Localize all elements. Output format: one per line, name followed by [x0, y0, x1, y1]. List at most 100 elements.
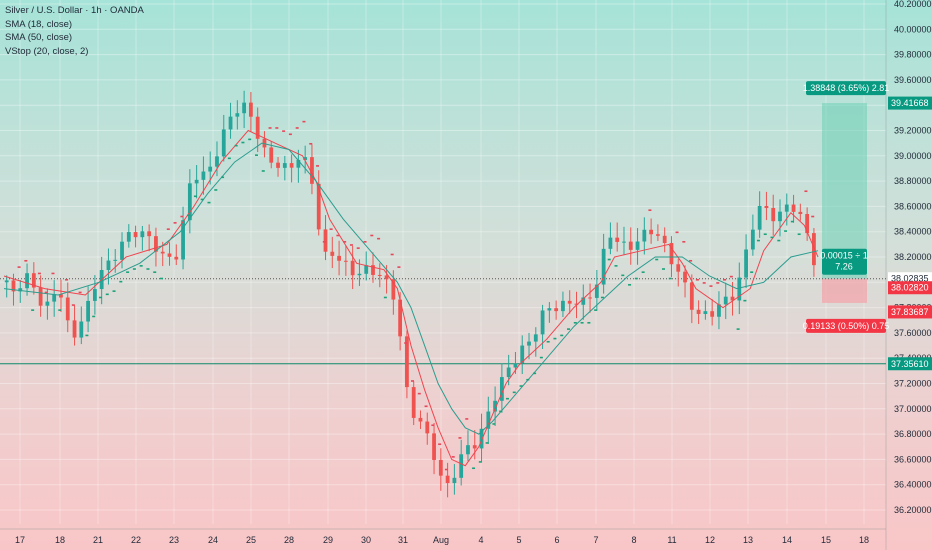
vstop-dot: [424, 405, 428, 408]
price-tag-bg: [888, 281, 932, 295]
candle-body: [133, 232, 138, 238]
vstop-dot: [146, 268, 150, 270]
price-tick-label: 37.60000: [894, 328, 932, 338]
vstop-dot: [193, 195, 197, 198]
candle-body: [594, 284, 599, 298]
candle-body: [235, 113, 240, 117]
vstop-dot: [533, 372, 537, 375]
candle-body: [269, 147, 274, 163]
candle-body: [38, 287, 43, 306]
vstop-dot: [458, 437, 462, 439]
time-tick-label: 13: [743, 535, 753, 545]
vstop-dot: [736, 328, 740, 330]
vstop-dot: [37, 272, 41, 275]
vstop-dot: [78, 291, 82, 294]
candle-body: [683, 271, 687, 283]
candle-body: [4, 280, 9, 283]
candle-body: [784, 204, 789, 212]
candle-body: [520, 345, 525, 364]
vstop-dot: [709, 285, 713, 287]
candle-body: [527, 341, 531, 346]
vstop-dot: [750, 271, 754, 273]
time-tick-label: 31: [398, 535, 408, 545]
candle-body: [337, 255, 341, 261]
price-tick-label: 38.20000: [894, 252, 932, 262]
candle-body: [371, 265, 375, 275]
time-tick-label: 11: [667, 535, 676, 545]
vstop-dot: [227, 157, 231, 160]
candle-body: [696, 309, 701, 314]
vstop-dot: [241, 141, 245, 144]
candle-body: [398, 299, 403, 337]
stop-zone: [822, 278, 867, 303]
candle-body: [499, 377, 504, 401]
candle-body: [418, 417, 423, 422]
vstop-dot: [763, 233, 767, 236]
time-tick-label: 14: [782, 535, 792, 545]
candle-body: [11, 280, 16, 292]
candle-body: [262, 138, 267, 148]
candle-body: [59, 294, 63, 298]
candle-body: [147, 231, 152, 237]
legend-indicator-vstop: VStop (20, close, 2): [5, 45, 89, 57]
candle-body: [289, 163, 294, 168]
vstop-dot: [804, 190, 808, 193]
vstop-dot: [797, 233, 801, 236]
price-tick-label: 38.60000: [894, 201, 932, 211]
vstop-dot: [132, 268, 136, 270]
candle-body: [588, 297, 592, 299]
price-tick-label: 38.40000: [894, 227, 932, 237]
candle-body: [764, 205, 769, 209]
price-tick-label: 39.60000: [894, 75, 932, 85]
candle-body: [622, 241, 626, 243]
hline-tag-bg: [888, 357, 932, 371]
candle-body: [778, 211, 782, 222]
vstop-dot: [92, 315, 96, 318]
target-label: 1.38848 (3.65%) 2.81: [803, 83, 890, 93]
time-tick-label: 25: [246, 535, 256, 545]
vstop-dot: [723, 278, 727, 281]
vstop-dot: [505, 397, 509, 400]
candle-body: [649, 229, 654, 235]
candle-body: [208, 166, 213, 172]
vstop-dot: [465, 418, 469, 420]
candle-body: [65, 297, 70, 321]
candle-body: [561, 300, 565, 312]
target-label-bg: [806, 81, 886, 96]
candle-body: [228, 116, 233, 130]
candle-body: [750, 229, 755, 250]
vstop-dot: [682, 241, 686, 243]
vstop-dot: [112, 290, 116, 292]
candle-body: [391, 279, 396, 300]
vstop-dot: [438, 443, 442, 446]
candle-body: [343, 260, 348, 262]
candle-body: [242, 102, 247, 114]
vstop-dot: [309, 142, 313, 145]
candle-body: [330, 251, 335, 256]
candle-body: [513, 363, 518, 368]
candle-body: [601, 248, 606, 285]
time-tick-label: 29: [323, 535, 333, 545]
vstop-dot: [126, 271, 130, 273]
vstop-dot: [600, 296, 604, 299]
candle-body: [323, 229, 328, 252]
stop-label-bg: [806, 318, 886, 333]
vstop-dot: [641, 271, 645, 273]
vstop-dot: [356, 247, 360, 249]
candle-body: [676, 264, 681, 272]
vstop-dot: [363, 241, 367, 243]
vstop-dot: [139, 265, 143, 267]
vstop-dot: [17, 266, 21, 268]
time-tick-label: 23: [169, 535, 179, 545]
vstop-dot: [336, 234, 340, 237]
candle-body: [25, 273, 29, 289]
candle-body: [656, 234, 660, 236]
price-tick-label: 37.20000: [894, 379, 932, 389]
vstop-dot: [431, 424, 435, 427]
candle-body: [479, 428, 484, 449]
vstop-dot: [587, 321, 591, 324]
vstop-dot: [329, 228, 333, 230]
vstop-dot: [567, 328, 571, 330]
